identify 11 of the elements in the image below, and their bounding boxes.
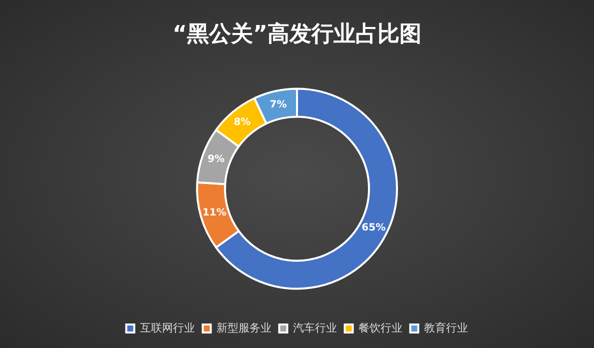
data-label: 65%: [362, 222, 386, 234]
legend-label: 教育行业: [424, 321, 468, 334]
chart-title: “黑公关”高发行业占比图: [172, 20, 422, 47]
legend-label: 新型服务业: [216, 321, 272, 334]
legend-label: 互联网行业: [140, 321, 195, 334]
legend-label: 餐饮行业: [358, 321, 402, 334]
data-label: 8%: [234, 117, 251, 128]
data-label: 11%: [202, 207, 226, 218]
data-label: 9%: [208, 154, 225, 166]
legend-label: 汽车行业: [292, 321, 337, 334]
data-label: 7%: [270, 99, 287, 110]
